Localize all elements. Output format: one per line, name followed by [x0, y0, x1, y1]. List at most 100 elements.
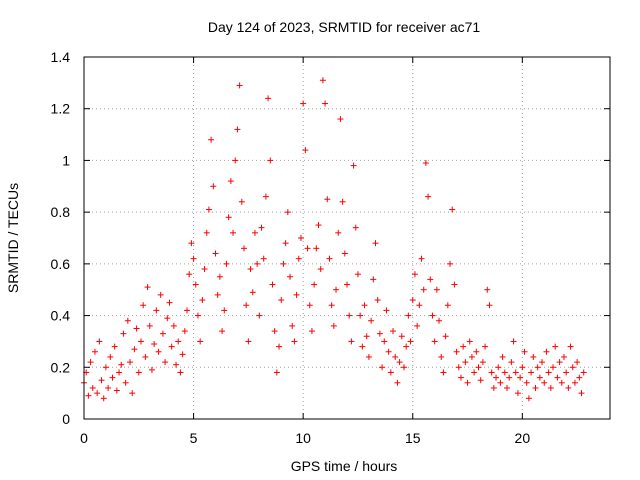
data-point — [256, 312, 263, 319]
data-point — [194, 312, 201, 319]
data-point — [528, 369, 535, 376]
data-point — [137, 338, 144, 345]
data-point — [525, 395, 532, 402]
data-point — [580, 369, 587, 376]
data-point — [306, 302, 313, 309]
data-point — [477, 377, 484, 384]
data-point — [464, 379, 471, 386]
data-point — [554, 374, 561, 381]
y-tick-label: 1.2 — [51, 101, 71, 117]
data-point — [219, 328, 226, 335]
y-tick-label: 0.4 — [51, 308, 71, 324]
data-point — [245, 338, 252, 345]
data-point — [552, 343, 559, 350]
data-point — [240, 245, 247, 252]
data-point — [501, 369, 508, 376]
data-point — [381, 338, 388, 345]
data-point — [234, 126, 241, 133]
data-point — [197, 338, 204, 345]
data-point — [429, 312, 436, 319]
data-point — [94, 390, 101, 397]
data-point — [300, 100, 307, 107]
data-point — [409, 297, 416, 304]
data-point — [100, 395, 107, 402]
data-point — [311, 281, 318, 288]
y-axis-label: SRMTID / TECUs — [5, 183, 21, 293]
data-point — [271, 328, 278, 335]
data-point — [539, 359, 546, 366]
data-point — [350, 162, 357, 169]
data-point — [578, 390, 585, 397]
data-point — [181, 328, 188, 335]
data-point — [337, 116, 344, 123]
data-point — [560, 353, 567, 360]
data-point — [166, 299, 173, 306]
data-point — [267, 157, 274, 164]
data-point — [225, 214, 232, 221]
data-point — [293, 291, 300, 298]
data-point — [475, 364, 482, 371]
data-point — [308, 328, 315, 335]
data-point — [168, 343, 175, 350]
data-point — [315, 222, 322, 229]
data-point — [490, 384, 497, 391]
data-point — [425, 193, 432, 200]
data-point — [521, 348, 528, 355]
data-point — [344, 281, 350, 288]
y-tick-label: 0 — [62, 411, 70, 427]
data-point — [532, 384, 539, 391]
data-point — [173, 361, 180, 368]
data-point — [227, 178, 234, 185]
data-point — [223, 260, 230, 267]
data-point — [473, 348, 480, 355]
data-point — [447, 260, 454, 267]
data-point — [455, 364, 462, 371]
data-point — [210, 183, 217, 190]
data-point — [479, 359, 486, 366]
data-point — [460, 343, 467, 350]
data-point — [330, 322, 337, 329]
data-point — [462, 359, 469, 366]
data-point — [387, 369, 394, 376]
data-point — [273, 369, 280, 376]
data-point — [124, 317, 131, 324]
data-point — [403, 343, 410, 350]
x-tick-label: 0 — [80, 430, 88, 446]
data-point — [363, 333, 370, 340]
data-point — [392, 353, 399, 360]
data-point — [179, 351, 186, 358]
data-point — [436, 317, 443, 324]
data-point — [140, 302, 147, 309]
data-point — [164, 315, 171, 322]
data-point — [418, 255, 425, 262]
data-point — [567, 343, 574, 350]
data-point — [159, 330, 166, 337]
y-tick-label: 0.2 — [51, 359, 71, 375]
data-point — [508, 359, 515, 366]
data-point — [153, 307, 160, 314]
data-point — [133, 325, 140, 332]
data-point — [451, 281, 458, 288]
data-point — [499, 353, 506, 360]
data-point — [162, 359, 169, 366]
data-points — [81, 77, 587, 402]
data-point — [416, 302, 423, 309]
data-point — [129, 390, 136, 397]
data-point — [175, 338, 182, 345]
data-point — [96, 338, 103, 345]
data-point — [497, 379, 504, 386]
y-tick-label: 0.8 — [51, 204, 71, 220]
data-point — [414, 322, 421, 329]
data-point — [482, 343, 489, 350]
data-point — [188, 240, 195, 247]
data-point — [265, 95, 272, 102]
data-point — [297, 235, 304, 241]
data-point — [361, 302, 368, 309]
data-point — [243, 302, 250, 309]
data-point — [346, 312, 353, 319]
data-point — [354, 271, 361, 278]
data-point — [486, 302, 493, 309]
data-point — [556, 359, 563, 366]
data-point — [442, 333, 449, 340]
